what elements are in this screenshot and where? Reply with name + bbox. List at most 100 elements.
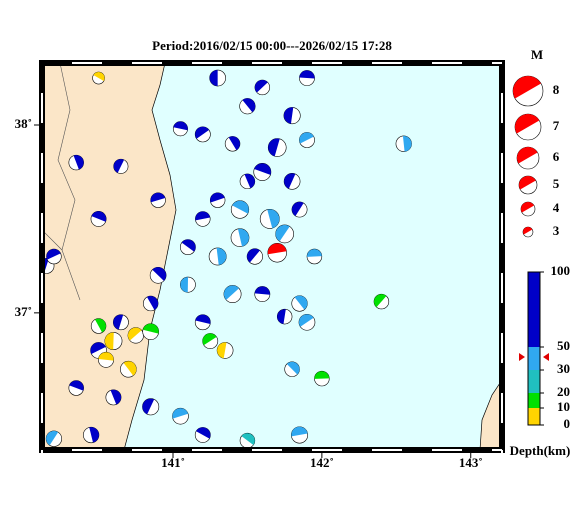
event-mechanism: [194, 427, 211, 443]
beachball-quadrant: [195, 126, 210, 139]
beachball-quadrant: [518, 176, 536, 190]
magnitude-legend-label: 3: [553, 223, 560, 238]
beachball-quadrant: [202, 333, 217, 346]
beachball-quadrant: [284, 173, 296, 189]
event-mechanism: [149, 266, 167, 284]
event-mechanism: [275, 224, 294, 244]
depth-color-band: [528, 272, 540, 347]
magnitude-legend-ball: [518, 175, 538, 195]
beachball-quadrant: [123, 361, 137, 376]
event-mechanism: [92, 71, 105, 85]
beachball-quadrant: [142, 398, 155, 415]
beachball-quadrant: [267, 243, 287, 255]
beachball-quadrant: [228, 136, 240, 151]
latest-depth-marker: [519, 353, 549, 361]
beachball-quadrant: [523, 227, 533, 235]
event-mechanism: [223, 285, 242, 303]
magnitude-legend-ball: [520, 201, 536, 217]
magnitude-legend-label: 7: [553, 118, 560, 133]
beachball-quadrant: [216, 247, 227, 266]
depth-color-band: [528, 393, 540, 408]
event-mechanism: [90, 211, 107, 227]
beachball-quadrant: [104, 332, 114, 350]
event-mechanism: [306, 248, 323, 265]
event-mechanism: [104, 332, 123, 350]
magnitude-legend-label: 6: [553, 149, 560, 164]
event-mechanism: [230, 200, 250, 219]
event-mechanism: [283, 107, 301, 125]
event-mechanism: [373, 293, 390, 310]
magnitude-legend-title: M: [531, 47, 543, 62]
lat-tick-label: 38˚: [15, 116, 32, 131]
beachball-quadrant: [93, 72, 105, 82]
depth-tick-label: 50: [557, 338, 570, 353]
event-mechanism: [112, 314, 129, 331]
beachball-quadrant: [374, 294, 387, 308]
beachball-quadrant: [69, 380, 84, 391]
beachball-quadrant: [299, 70, 315, 79]
depth-color-band: [528, 370, 540, 393]
beachball-quadrant: [210, 192, 225, 203]
event-mechanism: [179, 239, 196, 256]
event-mechanism: [224, 136, 241, 152]
event-mechanism: [195, 211, 211, 227]
event-mechanism: [202, 333, 219, 349]
event-mechanism: [314, 370, 330, 387]
event-mechanism: [291, 426, 309, 444]
event-mechanism: [395, 135, 412, 152]
beachball-quadrant: [244, 174, 255, 189]
beachball-quadrant: [283, 107, 294, 124]
prefecture-border: [42, 63, 81, 301]
magnitude-legend-ball: [522, 226, 534, 238]
event-mechanism: [299, 132, 315, 148]
event-mechanism: [299, 70, 315, 86]
depth-tick-label: 30: [557, 361, 570, 376]
beachball-quadrant: [402, 136, 412, 152]
beachball-quadrant: [195, 211, 211, 221]
beachball-quadrant: [242, 98, 256, 113]
beachball-quadrant: [217, 342, 227, 359]
beachball-quadrant: [291, 426, 308, 437]
event-mechanism: [254, 79, 271, 96]
beachball-quadrant: [73, 155, 84, 170]
event-mechanism: [267, 138, 287, 157]
event-mechanism: [68, 154, 84, 171]
beachball-quadrant: [232, 200, 249, 214]
event-mechanism: [194, 314, 211, 331]
event-mechanism: [172, 121, 188, 137]
beachball-quadrant: [299, 132, 314, 144]
beachball-quadrant: [254, 163, 271, 175]
beachball-quadrant: [277, 309, 286, 324]
beachball-quadrant: [195, 314, 211, 324]
beachball-quadrant: [294, 295, 308, 310]
event-mechanism: [254, 286, 271, 302]
depth-bar-frame: [527, 271, 541, 426]
magnitude-legend-label: 8: [553, 82, 560, 97]
event-mechanism: [239, 173, 256, 190]
magnitude-legend-ball: [514, 113, 542, 141]
beachball-quadrant: [237, 228, 249, 247]
beachball-quadrant: [150, 192, 166, 203]
event-mechanism: [142, 295, 159, 312]
lat-tick-label: 37˚: [15, 304, 32, 319]
beachball-quadrant: [89, 427, 99, 443]
beachball-quadrant: [152, 267, 167, 281]
beachball-quadrant: [314, 371, 330, 379]
beachball-quadrant: [146, 296, 159, 310]
beachball-quadrant: [209, 70, 218, 87]
beachball-quadrant: [268, 138, 280, 157]
beachball-quadrant: [307, 249, 322, 257]
beachball-quadrant: [113, 314, 124, 330]
event-mechanism: [216, 342, 234, 359]
event-mechanism: [83, 426, 100, 444]
event-mechanism: [142, 323, 159, 340]
beachball-quadrant: [46, 430, 59, 446]
beachball-quadrant: [98, 352, 114, 361]
event-mechanism: [283, 173, 301, 190]
event-mechanism: [179, 276, 196, 293]
beachball-quadrant: [275, 224, 290, 242]
beachball-quadrant: [46, 249, 61, 260]
beachball-quadrant: [180, 277, 189, 293]
beachball-quadrant: [90, 342, 106, 354]
